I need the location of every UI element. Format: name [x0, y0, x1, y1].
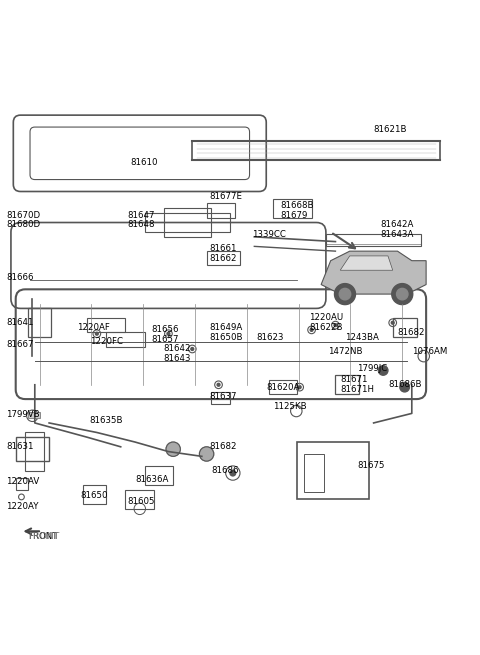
Text: 81686: 81686	[211, 466, 239, 475]
Circle shape	[230, 470, 236, 476]
Text: 81656: 81656	[152, 326, 179, 335]
Text: FRONT: FRONT	[28, 532, 59, 541]
Bar	[28, 309, 51, 337]
Text: 81680D: 81680D	[6, 220, 40, 229]
Bar	[211, 392, 230, 404]
Text: 81623: 81623	[257, 333, 284, 341]
Circle shape	[310, 328, 313, 331]
Bar	[269, 380, 297, 394]
Text: 81667: 81667	[6, 340, 34, 348]
Text: 1472NB: 1472NB	[328, 347, 363, 356]
Text: 81679: 81679	[281, 211, 308, 220]
Text: 81668B: 81668B	[281, 201, 314, 210]
Text: 81650: 81650	[80, 491, 108, 500]
Text: 1243BA: 1243BA	[345, 333, 379, 341]
Text: 81642A: 81642A	[381, 220, 414, 229]
Text: 81605: 81605	[128, 497, 156, 506]
Bar	[206, 251, 240, 265]
Bar	[206, 204, 235, 217]
Text: 81686B: 81686B	[388, 381, 421, 389]
Text: 81671: 81671	[340, 375, 368, 384]
Circle shape	[334, 324, 337, 327]
Text: FRONT: FRONT	[28, 532, 57, 541]
Text: 81635B: 81635B	[90, 416, 123, 425]
Text: 81666: 81666	[6, 273, 34, 282]
Text: 81682: 81682	[209, 442, 237, 451]
Text: 1220AF: 1220AF	[77, 323, 109, 332]
Circle shape	[96, 332, 98, 335]
Circle shape	[339, 288, 351, 300]
Text: 81662: 81662	[209, 253, 237, 263]
Bar	[164, 208, 211, 237]
Text: 81636A: 81636A	[135, 475, 168, 484]
Text: 81641: 81641	[6, 318, 34, 328]
Text: 81677E: 81677E	[209, 192, 242, 201]
Bar	[125, 490, 154, 509]
Bar	[83, 485, 107, 504]
Text: 81661: 81661	[209, 244, 237, 253]
Text: 81675: 81675	[357, 461, 384, 470]
Text: 1799VB: 1799VB	[6, 410, 40, 419]
Text: 81670D: 81670D	[6, 211, 40, 220]
Text: 1339CC: 1339CC	[252, 230, 286, 239]
Text: 1220FC: 1220FC	[90, 337, 123, 346]
Text: 81621B: 81621B	[373, 125, 407, 134]
Polygon shape	[321, 251, 426, 294]
Text: 1220AY: 1220AY	[6, 502, 39, 511]
Circle shape	[167, 332, 170, 335]
Text: 81649A: 81649A	[209, 323, 242, 332]
Circle shape	[400, 383, 409, 392]
Text: 81643A: 81643A	[381, 230, 414, 239]
Circle shape	[378, 365, 388, 375]
Bar	[107, 332, 144, 346]
Bar	[144, 466, 173, 485]
Circle shape	[298, 386, 301, 388]
Bar	[304, 454, 324, 492]
Bar	[274, 198, 312, 217]
Circle shape	[199, 447, 214, 461]
Bar	[28, 413, 39, 418]
Bar	[144, 213, 230, 232]
Bar	[326, 234, 421, 246]
Text: 81671H: 81671H	[340, 385, 374, 394]
Circle shape	[191, 348, 194, 350]
Text: 81647: 81647	[128, 211, 156, 220]
Circle shape	[392, 284, 413, 305]
Bar	[16, 478, 28, 490]
Text: 81622B: 81622B	[309, 323, 343, 332]
Circle shape	[335, 284, 356, 305]
Text: 1220AU: 1220AU	[309, 314, 344, 322]
Text: 81642: 81642	[164, 345, 191, 354]
Circle shape	[166, 442, 180, 457]
Bar	[87, 318, 125, 332]
Text: 81650B: 81650B	[209, 333, 242, 341]
Polygon shape	[340, 256, 393, 271]
Bar	[16, 438, 49, 461]
Text: 81643: 81643	[164, 354, 191, 363]
Circle shape	[217, 383, 220, 386]
Bar	[393, 318, 417, 337]
Text: 1799JC: 1799JC	[357, 364, 387, 373]
Bar	[297, 442, 369, 499]
Text: 81620A: 81620A	[266, 383, 300, 392]
Bar	[25, 432, 44, 471]
Text: 1220AV: 1220AV	[6, 477, 39, 485]
Text: 81682: 81682	[397, 328, 425, 337]
Circle shape	[396, 288, 408, 300]
Text: 1125KB: 1125KB	[274, 402, 307, 411]
Bar	[336, 375, 360, 394]
Circle shape	[391, 322, 394, 324]
Text: 81631: 81631	[6, 442, 34, 451]
Text: 81637: 81637	[209, 392, 237, 402]
Text: 81610: 81610	[130, 159, 158, 168]
Text: 81657: 81657	[152, 335, 179, 344]
Text: 81648: 81648	[128, 220, 156, 229]
Text: 1076AM: 1076AM	[412, 347, 447, 356]
